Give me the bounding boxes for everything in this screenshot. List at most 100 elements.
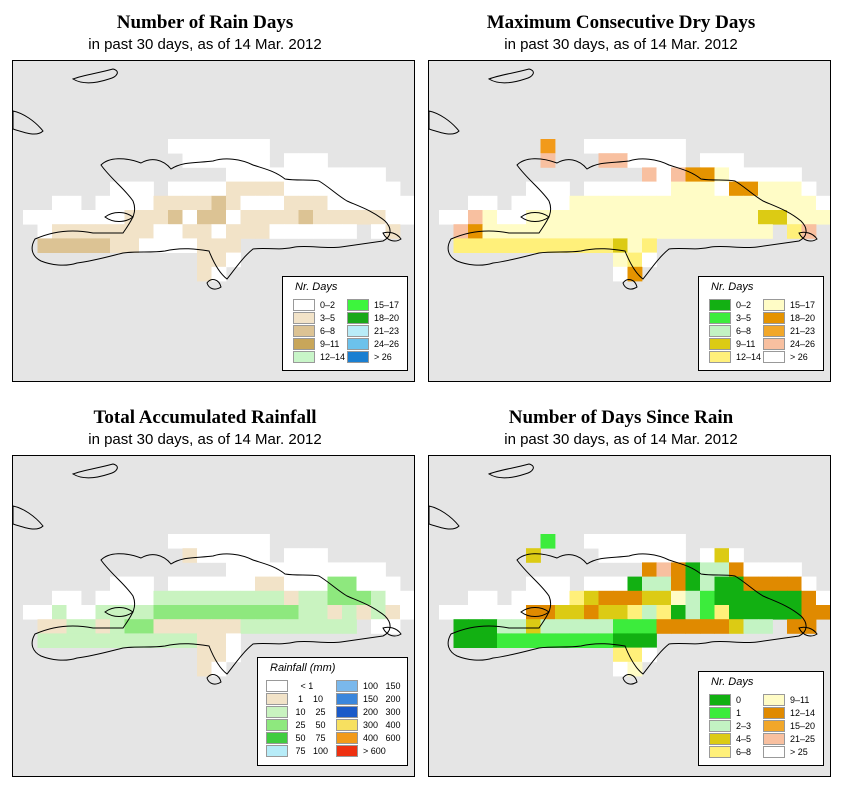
grid-cell [197, 210, 212, 225]
grid-cell [313, 153, 328, 168]
grid-cell [772, 210, 788, 225]
grid-cell [482, 619, 498, 634]
panel-title: Number of Rain Days [116, 12, 294, 33]
grid-cell [342, 619, 357, 634]
grid-cell [52, 605, 67, 620]
grid-cell [511, 224, 527, 239]
grid-cell [284, 167, 299, 182]
grid-cell [598, 224, 614, 239]
grid-cell [95, 619, 111, 634]
grid-cell [700, 181, 715, 197]
grid-cell [787, 224, 802, 239]
grid-cell [168, 590, 183, 606]
grid-cell [497, 238, 512, 253]
grid-cell [371, 224, 386, 239]
grid-cell [511, 590, 527, 606]
legend-label: 24–26 [374, 339, 400, 349]
grid-cell [52, 238, 67, 253]
grid-cell [240, 562, 256, 577]
grid-cell [584, 181, 599, 197]
grid-cell [153, 210, 169, 225]
legend-title: Rainfall (mm) [270, 662, 336, 674]
grid-cell [240, 195, 256, 211]
grid-cell [66, 195, 82, 211]
grid-cell [627, 139, 643, 154]
grid-cell [729, 576, 744, 592]
grid-cell [81, 210, 96, 225]
legend: Nr. Days 0–2 3–5 6–8 9–11 12–14 15–17 18… [698, 276, 824, 371]
grid-cell [226, 576, 241, 592]
grid-cell [656, 181, 672, 197]
grid-cell [153, 619, 169, 634]
map-rain-days [12, 60, 415, 382]
grid-cell [226, 252, 241, 268]
grid-cell [298, 153, 314, 168]
grid-cell [700, 619, 715, 634]
grid-cell [211, 605, 227, 620]
grid-cell [482, 633, 498, 648]
grid-cell [371, 619, 386, 634]
legend-swatch [293, 325, 315, 337]
grid-cell [613, 576, 628, 592]
grid-cell [743, 619, 759, 634]
legend-swatch [709, 299, 731, 311]
grid-cell [627, 195, 643, 211]
coastline-path [206, 279, 222, 290]
grid-cell [526, 590, 541, 606]
grid-cell [453, 224, 469, 239]
grid-cell [182, 619, 198, 634]
legend-title: Nr. Days [711, 281, 754, 293]
legend-swatch [336, 745, 358, 757]
grid-cell [671, 548, 686, 563]
grid-cell [569, 210, 585, 225]
grid-cell [642, 605, 657, 620]
grid-cell [226, 562, 241, 577]
grid-cell [584, 210, 599, 225]
grid-cell [197, 153, 212, 168]
grid-cell [627, 266, 643, 282]
grid-cell [385, 590, 401, 606]
grid-cell [95, 210, 111, 225]
map-days-since-rain [428, 455, 831, 777]
legend-swatch [763, 299, 785, 311]
grid-cell [526, 238, 541, 253]
grid-cell [66, 238, 82, 253]
legend-label: 21–23 [790, 326, 816, 336]
grid-cell [729, 167, 744, 182]
grid-cell [714, 153, 730, 168]
legend-swatch [709, 694, 731, 706]
grid-cell [656, 605, 672, 620]
legend-label: 0–2 [320, 300, 336, 310]
grid-cell [371, 195, 386, 211]
grid-cell [37, 605, 53, 620]
grid-cell [211, 590, 227, 606]
grid-cell [627, 153, 643, 168]
grid-cell [226, 534, 241, 549]
grid-cell [240, 210, 256, 225]
grid-cell [743, 590, 759, 606]
grid-cell [197, 590, 212, 606]
grid-cell [569, 590, 585, 606]
grid-cell [598, 534, 614, 549]
grid-cell [327, 195, 343, 211]
legend-swatch [347, 312, 369, 324]
legend-label: < 1 [293, 681, 314, 691]
legend-swatch [763, 351, 785, 363]
grid-cell [139, 633, 154, 648]
grid-cell [656, 576, 672, 592]
coastline-path [206, 674, 222, 685]
grid-cell [197, 139, 212, 154]
coastline-layer [429, 463, 818, 685]
grid-cell [400, 210, 414, 225]
grid-cell [598, 605, 614, 620]
legend-label: 50 75 [293, 733, 326, 743]
grid-cell [81, 633, 96, 648]
grid-cell [139, 619, 154, 634]
coastline-layer [13, 463, 402, 685]
grid-cell [240, 605, 256, 620]
legend-swatch [709, 707, 731, 719]
grid-cell [555, 238, 570, 253]
grid-cell [526, 195, 541, 211]
grid-cell [729, 590, 744, 606]
legend-swatch [293, 338, 315, 350]
